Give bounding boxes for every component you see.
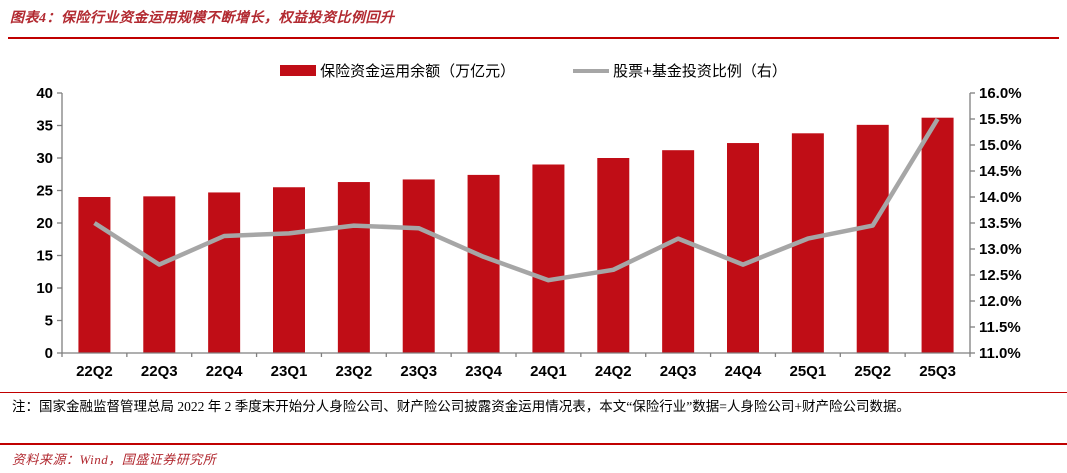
bar-swatch-icon (280, 65, 317, 76)
left-tick-label: 35 (36, 118, 53, 135)
bar-23Q4 (467, 174, 500, 353)
x-tick-label: 23Q3 (400, 363, 437, 380)
chart-note: 注：国家金融监督管理总局 2022 年 2 季度末开始分人身险公司、财产险公司披… (12, 399, 910, 414)
x-tick-label: 25Q2 (854, 363, 891, 380)
left-tick-label: 30 (36, 150, 53, 167)
x-tick-label: 24Q4 (725, 363, 762, 380)
chart-legend: 保险资金运用余额（万亿元） 股票+基金投资比例（右） (0, 60, 1067, 81)
chart-title: 图表4：保险行业资金运用规模不断增长，权益投资比例回升 (10, 11, 395, 26)
right-tick-label: 12.0% (979, 293, 1022, 310)
x-tick-label: 25Q3 (919, 363, 956, 380)
bar-24Q3 (662, 150, 695, 353)
bar-23Q3 (402, 179, 435, 353)
bar-23Q1 (273, 187, 305, 353)
right-tick-label: 13.5% (979, 215, 1022, 232)
left-tick-label: 40 (36, 85, 53, 102)
bar-22Q2 (78, 197, 111, 353)
bar-24Q1 (532, 164, 565, 353)
left-tick-label: 10 (36, 280, 53, 297)
bar-24Q4 (727, 143, 759, 353)
legend-bar-label: 保险资金运用余额（万亿元） (320, 63, 516, 80)
x-tick-label: 23Q2 (336, 363, 373, 380)
x-tick-label: 22Q3 (141, 363, 178, 380)
bar-25Q2 (856, 124, 889, 353)
legend-item-ratio: 股票+基金投资比例（右） (573, 60, 787, 81)
right-tick-label: 13.0% (979, 241, 1022, 258)
right-tick-label: 16.0% (979, 85, 1022, 102)
bar-22Q3 (143, 196, 176, 353)
left-tick-label: 15 (36, 248, 53, 265)
bar-24Q2 (597, 158, 630, 353)
bar-25Q3 (921, 117, 954, 353)
left-tick-label: 5 (45, 313, 53, 330)
note-separator (0, 392, 1067, 393)
source-line: 资料来源：Wind，国盛证券研究所 (12, 452, 217, 467)
bar-22Q4 (208, 192, 241, 353)
left-tick-label: 0 (45, 345, 53, 362)
x-tick-label: 24Q2 (595, 363, 632, 380)
x-tick-label: 22Q4 (206, 363, 243, 380)
legend-item-balance: 保险资金运用余额（万亿元） (280, 60, 515, 81)
x-tick-label: 23Q4 (465, 363, 502, 380)
right-tick-label: 14.5% (979, 163, 1022, 180)
title-separator (8, 37, 1059, 39)
right-tick-label: 15.0% (979, 137, 1022, 154)
right-tick-label: 11.5% (979, 319, 1021, 336)
x-tick-label: 23Q1 (271, 363, 308, 380)
right-tick-label: 11.0% (979, 345, 1021, 362)
left-tick-label: 20 (36, 215, 53, 232)
x-tick-label: 22Q2 (76, 363, 113, 380)
line-swatch-icon (573, 68, 610, 73)
right-tick-label: 12.5% (979, 267, 1022, 284)
legend-line-label: 股票+基金投资比例（右） (613, 63, 787, 80)
ratio-line (93, 117, 940, 283)
x-tick-label: 24Q1 (530, 363, 567, 380)
right-tick-label: 14.0% (979, 189, 1022, 206)
bar-23Q2 (337, 182, 370, 353)
x-tick-label: 25Q1 (790, 363, 827, 380)
left-tick-label: 25 (36, 183, 53, 200)
bar-line-chart: 0 5 10 15 20 25 30 35 40 11.0% 11.5% 12.0% 12.5% 13.0… (36, 85, 1022, 380)
source-separator (0, 443, 1067, 445)
right-tick-label: 15.5% (979, 111, 1022, 128)
x-tick-label: 24Q3 (660, 363, 697, 380)
